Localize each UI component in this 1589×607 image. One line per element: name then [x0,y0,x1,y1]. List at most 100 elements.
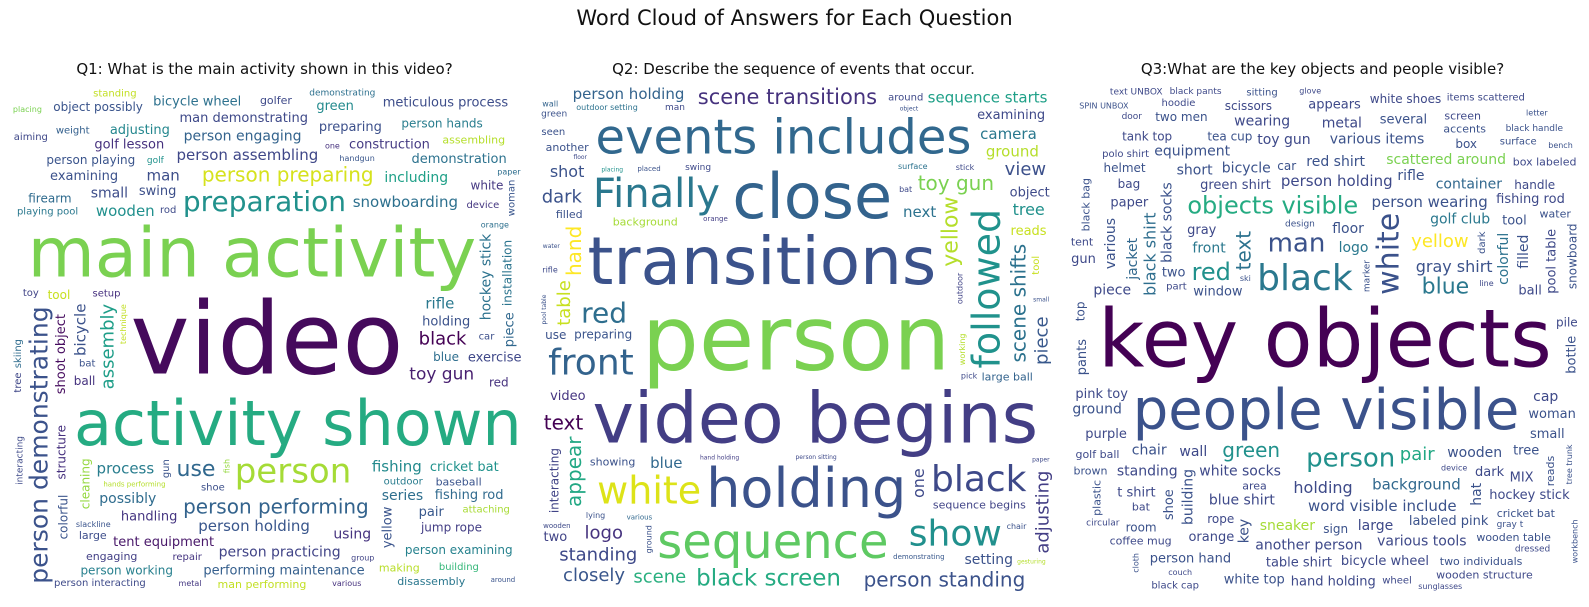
word: interacting [548,448,562,513]
word: man demonstrating [179,111,308,126]
word: white top [1224,572,1285,587]
word: show [909,513,1002,554]
word: person wearing [1371,193,1487,211]
word: dark [1475,465,1505,480]
word: bicycle wheel [1341,554,1429,569]
word: person interacting [54,578,146,589]
word: purple [1085,427,1127,442]
word: bat [1132,501,1151,514]
word: red [581,297,627,330]
word: large [79,529,107,542]
word: yellow [380,506,395,548]
word: two [1162,265,1186,280]
word: setup [92,288,120,299]
word: hand holding [1291,574,1376,589]
word: one [325,142,340,151]
word: person standing [864,567,1026,591]
word: key objects [1098,293,1552,386]
word: SPIN UNBOX [1079,101,1129,110]
word: table [554,280,575,326]
word: scene transitions [698,85,877,109]
word: person [1306,444,1395,474]
word: wall [1179,444,1207,460]
word: people visible [1133,378,1520,443]
word: snowboarding [353,193,458,211]
word: blue [433,350,459,364]
word: exercise [468,350,522,365]
word: coffee mug [1110,534,1172,547]
word: metal [1322,116,1362,132]
word: video begins [592,378,1038,460]
word: fish [222,459,231,473]
word: large ball [982,371,1033,384]
word: placing [13,105,42,114]
word: rifle [542,265,558,274]
word: demonstrating [893,553,944,561]
word: appear [562,436,586,507]
word: rope [1207,512,1234,526]
word: construction [349,137,430,152]
word: white [471,179,504,193]
word: preparation [183,185,346,218]
word: t shirt [1117,486,1155,501]
word: black bag [1080,178,1093,231]
word: gray [1187,223,1217,238]
word: various items [1330,132,1425,148]
panel-3-title: Q3:What are the key objects and people v… [1140,60,1505,78]
word: brown [1074,464,1108,477]
word: object [900,105,919,112]
word: wooden [96,202,155,220]
word: adjusting [110,123,170,138]
word: black screen [696,566,841,592]
word: standing [1117,464,1178,480]
word: gray t [1497,520,1524,530]
word: screen [1444,109,1481,122]
word: main activity [28,213,477,293]
word: golf ball [1075,448,1119,461]
word: around [888,92,923,103]
word: small [1033,297,1049,304]
word: around [491,576,516,584]
word: two individuals [1440,555,1523,568]
word: disassembly [397,575,465,588]
word: small [91,185,128,201]
word: playing pool [17,207,78,218]
word: various tools [1377,533,1467,549]
word: white shoes [1370,92,1442,106]
word: tool [1031,256,1042,275]
word: building [439,562,479,573]
word: meticulous process [383,96,509,111]
word: cricket bat [1497,507,1556,520]
word: black handle [1506,124,1564,134]
word: design [1285,220,1315,230]
word: placing [601,166,623,173]
word: transitions [587,223,936,300]
word: wall [542,100,558,109]
word: use [177,457,216,482]
word: showing [590,455,635,468]
word: shot [550,162,585,181]
word: wearing [1234,114,1290,130]
word: small [1530,427,1565,442]
word: orange [1188,530,1234,545]
word: black [419,328,467,349]
word: rifle [1397,168,1424,184]
word: fishing rod [435,488,504,503]
word: blue [650,454,682,472]
word: water [543,243,561,250]
word: standing [93,88,136,99]
word: plastic [1091,480,1104,516]
word: bicycle wheel [153,95,241,110]
word: sequence begins [933,498,1026,511]
word: bottle [1565,336,1580,374]
word: polo shirt [1102,149,1149,160]
word: filled [1516,235,1532,269]
word: hands performing [103,481,165,489]
word: blue shirt [1209,493,1276,509]
word: tea cup [1207,130,1252,144]
wordcloud-panel-3: key objects people visible black white man pe… [1066,84,1584,594]
word: piece [1032,316,1053,364]
word: background [613,215,678,228]
word: attaching [462,504,509,515]
word: pants [1075,339,1090,376]
